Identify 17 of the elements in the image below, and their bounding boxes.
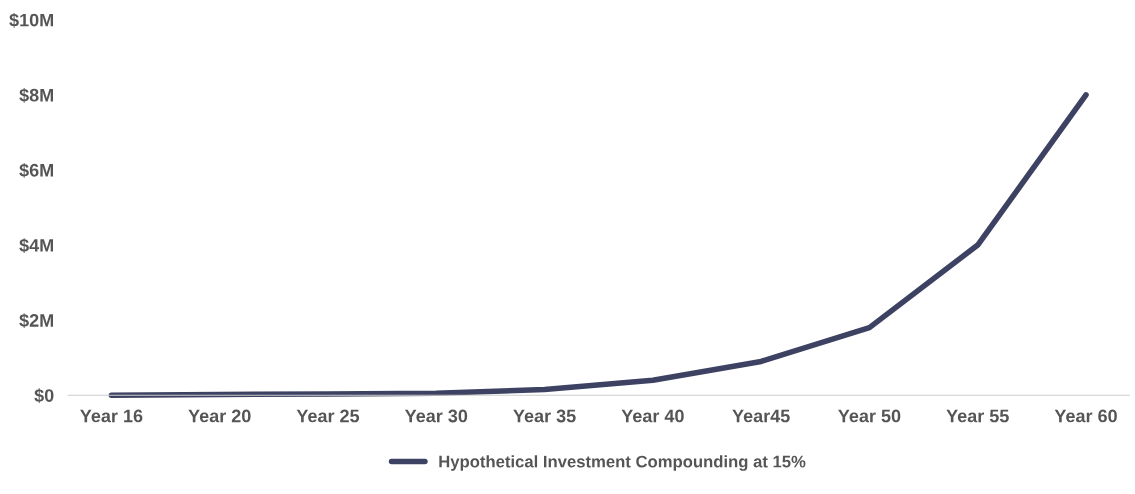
y-tick-label: $6M: [19, 163, 54, 178]
x-tick-label: Year 25: [296, 409, 360, 423]
x-tick-label: Year 60: [1054, 409, 1117, 423]
x-tick-label: Year 40: [621, 409, 684, 423]
y-tick-label: $8M: [19, 87, 54, 103]
x-tick-label: Year 30: [404, 409, 468, 423]
y-tick-label: $0: [34, 388, 54, 404]
y-tick-label: $4M: [19, 238, 54, 253]
x-tick-label: Year 16: [80, 409, 143, 423]
x-tick-label: Year 35: [513, 409, 576, 423]
y-tick-label: $2M: [19, 313, 54, 328]
x-tick-label: Year 50: [838, 409, 901, 423]
y-tick-label: $10M: [9, 12, 54, 28]
legend-label: Hypothetical Investment Compounding at 15%: [439, 455, 806, 471]
x-tick-label: Year45: [732, 409, 790, 423]
x-tick-label: Year 20: [188, 409, 251, 423]
x-tick-label: Year 55: [946, 409, 1009, 423]
